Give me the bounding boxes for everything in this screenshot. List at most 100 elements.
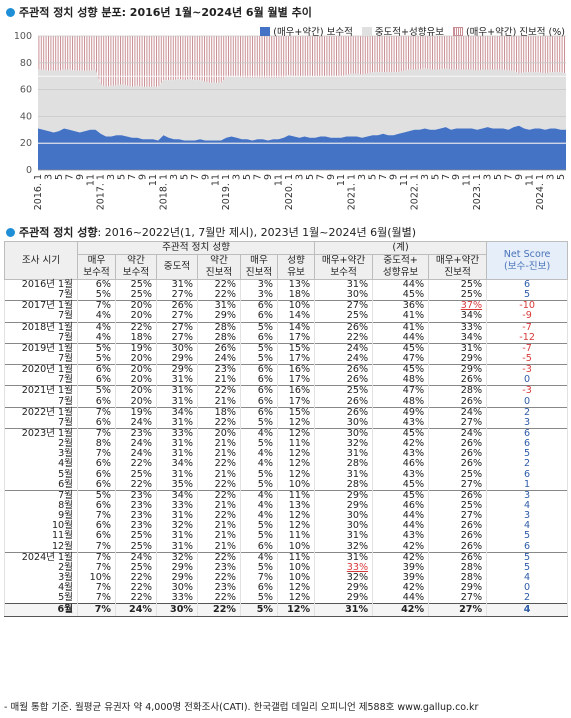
table-row: 2024년 1월 7% 24% 32% 22% 4% 11% 31% 42% 26% 5 bbox=[4, 551, 569, 563]
table-body: 2016년 1월 6% 25% 31% 22% 3% 13% 31% 44% 25% 6 7월 5% 25… bbox=[4, 279, 569, 618]
x-tick-label: 5 bbox=[242, 174, 253, 180]
table-cell: 26% bbox=[428, 521, 488, 532]
table-cell: 27% bbox=[156, 311, 198, 323]
table-cell: 31% bbox=[156, 531, 198, 542]
table-cell: 5% bbox=[240, 531, 278, 542]
x-tick-label: 5 bbox=[368, 174, 379, 180]
table-row: 11월 6% 25% 31% 21% 5% 11% 31% 43% 26% 5 bbox=[4, 531, 569, 542]
table-cell: 30% bbox=[314, 418, 374, 429]
table-cell: 27% bbox=[428, 511, 488, 522]
chart-legend: (매우+약간) 보수적 중도적+성향유보 (매우+약간) 진보적 (%) bbox=[260, 24, 565, 38]
x-tick-label: 7 bbox=[315, 174, 326, 180]
row-label: 6월 bbox=[4, 603, 78, 618]
table-header-row-1: 조사 시기 주관적 정치 성향 (계) Net Score (보수-진보) bbox=[4, 241, 569, 280]
table-cell: 16% bbox=[276, 364, 316, 376]
table-cell: 26% bbox=[314, 375, 374, 386]
table-cell: 5% bbox=[77, 354, 116, 365]
table-cell: 31% bbox=[156, 375, 198, 386]
table-cell: 12% bbox=[276, 583, 316, 594]
x-tick-label: 7 bbox=[190, 174, 201, 180]
table-cell: 30% bbox=[156, 603, 198, 618]
table-cell: 18% bbox=[276, 290, 316, 301]
table-cell: 34% bbox=[428, 311, 488, 323]
table-cell: 6% bbox=[240, 541, 278, 553]
table-cell: 26% bbox=[428, 489, 488, 501]
x-tick-label: 11 bbox=[336, 174, 347, 186]
table-cell: 34% bbox=[156, 459, 198, 470]
table-row: 4월 7% 22% 30% 23% 6% 12% 29% 42% 29% 0 bbox=[4, 583, 569, 594]
row-label: 2021년 1월 bbox=[4, 385, 78, 397]
table-cell: 4% bbox=[77, 332, 116, 344]
group-header: 주관적 정치 성향 bbox=[76, 241, 316, 255]
table-cell: 10% bbox=[276, 541, 316, 553]
x-tick-label: 11 bbox=[524, 174, 535, 186]
table-cell: 5% bbox=[77, 290, 116, 301]
political-orientation-table: 조사 시기 주관적 정치 성향 (계) Net Score (보수-진보) 매우 보… bbox=[4, 241, 569, 618]
net-score-cell: 3 bbox=[486, 489, 569, 501]
net-score-cell: 3 bbox=[486, 511, 569, 522]
table-row: 2월 7% 25% 29% 23% 5% 10% 33% 39% 28% 5 bbox=[4, 562, 569, 573]
net-score-cell: -7 bbox=[486, 321, 569, 333]
net-score-cell: 0 bbox=[486, 583, 569, 594]
table-cell: 25% bbox=[428, 500, 488, 512]
table-cell: 29% bbox=[428, 364, 488, 376]
x-tick-label: 2021. 1 bbox=[347, 174, 358, 210]
table-cell: 10% bbox=[276, 300, 316, 312]
x-tick-label: 3 bbox=[232, 174, 243, 180]
table-cell: 29% bbox=[197, 311, 241, 323]
table-cell: 21% bbox=[197, 375, 241, 386]
table-cell: 28% bbox=[428, 572, 488, 584]
y-tick-label: 60 bbox=[20, 85, 32, 96]
table-cell: 5% bbox=[77, 385, 116, 397]
table-cell: 28% bbox=[197, 332, 241, 344]
table-cell: 10% bbox=[276, 562, 316, 573]
x-tick-label: 5 bbox=[305, 174, 316, 180]
table-cell: 26% bbox=[428, 396, 488, 408]
net-score-cell: 0 bbox=[486, 396, 569, 408]
y-tick-label: 40 bbox=[20, 111, 32, 122]
x-tick-label: 3 bbox=[545, 174, 556, 180]
table-row: 2018년 1월 4% 22% 27% 28% 5% 14% 26% 41% 33% -7 bbox=[4, 321, 569, 333]
net-score-cell: -5 bbox=[486, 354, 569, 365]
table-row: 2월 8% 24% 31% 21% 5% 11% 32% 42% 26% 6 bbox=[4, 439, 569, 450]
table-cell: 33% bbox=[428, 321, 488, 333]
table-cell: 12% bbox=[276, 469, 316, 480]
table-cell: 6% bbox=[240, 375, 278, 386]
table-cell: 12% bbox=[276, 603, 316, 618]
net-score-cell: 6 bbox=[486, 439, 569, 450]
x-tick-label: 2019. 1 bbox=[221, 174, 232, 210]
table-row: 7월 6% 24% 31% 22% 5% 12% 30% 43% 27% 3 bbox=[4, 418, 569, 429]
table-cell: 21% bbox=[197, 396, 241, 408]
table-cell: 25% bbox=[115, 541, 157, 553]
table-row: 5월 7% 22% 33% 22% 5% 12% 29% 44% 27% 2 bbox=[4, 593, 569, 604]
net-score-cell: 2 bbox=[486, 593, 569, 604]
legend-swatch-progressive bbox=[452, 27, 463, 36]
table-row: 3월 7% 24% 31% 21% 4% 12% 31% 43% 26% 5 bbox=[4, 449, 569, 460]
table-cell: 6% bbox=[240, 311, 278, 323]
net-score-cell: 2 bbox=[486, 459, 569, 470]
table-cell: 47% bbox=[372, 354, 430, 365]
table-cell: 34% bbox=[428, 332, 488, 344]
table-cell: 5% bbox=[240, 354, 278, 365]
table-cell: 24% bbox=[115, 603, 157, 618]
table-row: 6월 6% 22% 35% 22% 5% 10% 28% 45% 27% 1 bbox=[4, 479, 569, 491]
table-row: 8월 6% 23% 33% 21% 4% 13% 29% 46% 25% 4 bbox=[4, 500, 569, 512]
net-score-cell: 5 bbox=[486, 290, 569, 301]
x-tick-label: 3 bbox=[43, 174, 54, 180]
x-tick-label: 9 bbox=[138, 174, 149, 180]
x-tick-label: 9 bbox=[75, 174, 86, 180]
table-row: 2016년 1월 6% 25% 31% 22% 3% 13% 31% 44% 25% 6 bbox=[4, 279, 569, 291]
table-cell: 22% bbox=[197, 479, 241, 491]
table-cell: 12% bbox=[276, 449, 316, 460]
net-score-cell: 4 bbox=[486, 500, 569, 512]
table-cell: 4% bbox=[240, 459, 278, 470]
table-cell: 27% bbox=[428, 603, 488, 618]
chart-section-title: 주관적 정치 성향 분포: 2016년 1월~2024년 6월 월별 추이 bbox=[6, 4, 312, 20]
table-cell: 5% bbox=[240, 603, 278, 618]
table-cell: 31% bbox=[156, 541, 198, 553]
table-cell: 24% bbox=[428, 427, 488, 440]
table-row: 2021년 1월 5% 20% 31% 22% 6% 16% 25% 47% 28% -3 bbox=[4, 385, 569, 397]
x-tick-label: 11 bbox=[148, 174, 159, 186]
net-score-cell: -10 bbox=[486, 300, 569, 312]
x-tick-label: 2017. 1 bbox=[96, 174, 107, 210]
